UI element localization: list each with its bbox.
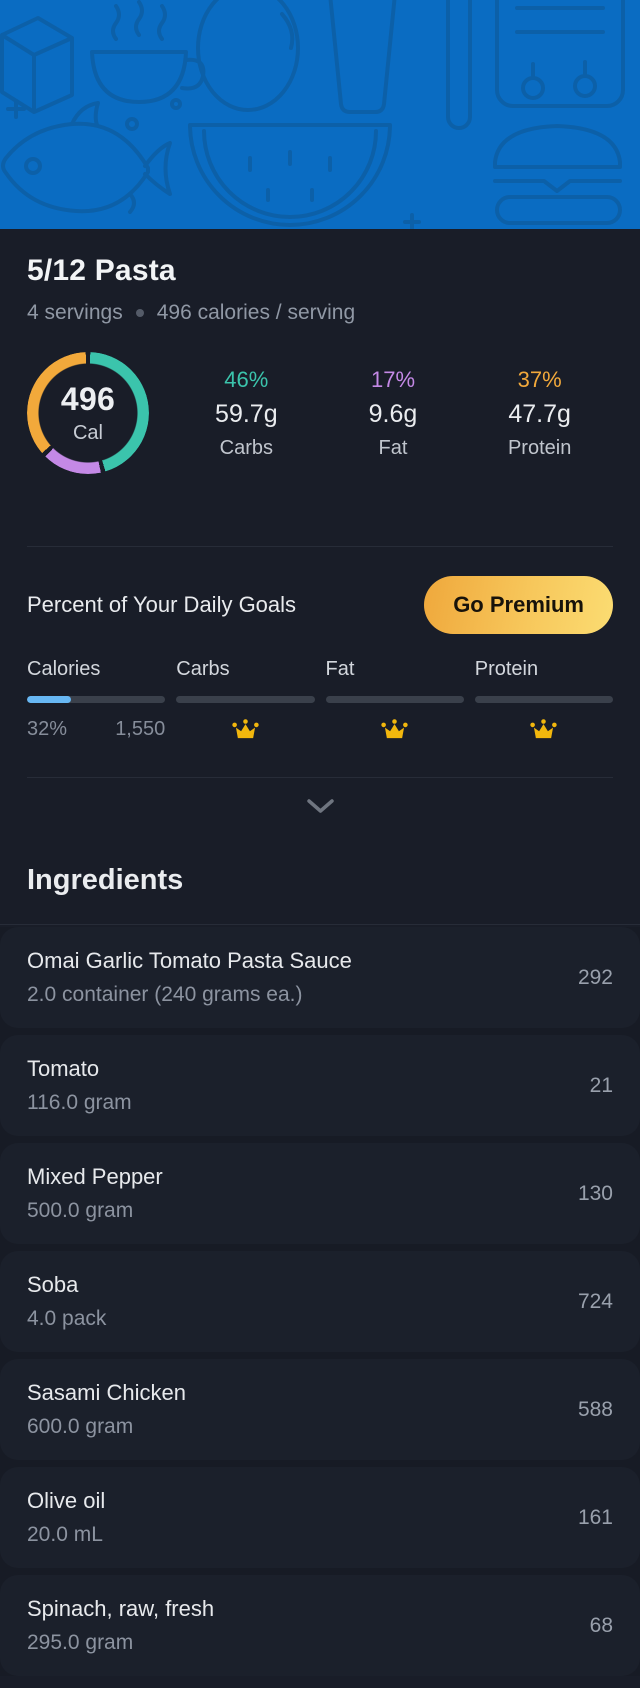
goal-progress-bar (474, 696, 613, 703)
ingredient-name: Tomato (27, 1056, 100, 1081)
goal-label: Calories (27, 658, 101, 680)
crown-icon (381, 718, 408, 738)
macro-label: Carbs (219, 436, 273, 459)
dot-separator (135, 309, 144, 317)
macro-column: 46% 59.7g Carbs (173, 367, 320, 460)
macro-percent: 37% (517, 366, 562, 392)
daily-goals-title: Percent of Your Daily Goals (27, 592, 297, 617)
ingredient-row[interactable]: Omai Garlic Tomato Pasta Sauce 2.0 conta… (0, 927, 640, 1028)
ingredient-amount: 4.0 pack (27, 1307, 107, 1330)
goal-label: Carbs (176, 658, 230, 680)
ingredients-list: Omai Garlic Tomato Pasta Sauce 2.0 conta… (0, 927, 640, 1676)
section-divider (27, 777, 613, 778)
ingredient-text: Tomato 116.0 gram (27, 1056, 132, 1115)
crown-icon (232, 718, 259, 738)
ingredient-name: Mixed Pepper (27, 1164, 163, 1189)
ingredient-name: Olive oil (27, 1488, 106, 1513)
ingredient-amount: 500.0 gram (27, 1199, 134, 1222)
goal-progress-fill (27, 696, 72, 703)
ingredient-name: Sasami Chicken (27, 1380, 186, 1405)
ingredient-row[interactable]: Tomato 116.0 gram 21 (0, 1035, 640, 1136)
goal-label: Fat (325, 658, 355, 680)
ingredient-calories: 68 (589, 1613, 613, 1637)
macro-column: 17% 9.6g Fat (320, 367, 467, 460)
ingredient-text: Sasami Chicken 600.0 gram (27, 1380, 186, 1439)
macro-columns: 46% 59.7g Carbs 17% 9.6g Fat 37% 47.7g P… (173, 367, 613, 460)
ingredient-calories: 292 (577, 965, 613, 989)
goal-percent: 32% (27, 717, 68, 740)
calorie-donut-chart: 496 Cal (27, 352, 149, 474)
ingredient-row[interactable]: Spinach, raw, fresh 295.0 gram 68 (0, 1575, 640, 1676)
goal-column: Carbs (176, 658, 315, 742)
ingredient-name: Soba (27, 1272, 79, 1297)
go-premium-button[interactable]: Go Premium (424, 576, 613, 634)
ingredient-amount: 20.0 mL (27, 1523, 103, 1546)
macro-column: 37% 47.7g Protein (466, 367, 613, 460)
ingredient-amount: 295.0 gram (27, 1631, 134, 1654)
recipe-subtitle: 4 servings 496 calories / serving (27, 301, 613, 325)
ingredient-row[interactable]: Mixed Pepper 500.0 gram 130 (0, 1143, 640, 1244)
recipe-title: 5/12 Pasta (27, 254, 176, 287)
ingredient-text: Mixed Pepper 500.0 gram (27, 1164, 163, 1223)
donut-center: 496 Cal (27, 352, 149, 474)
goal-column: Fat (325, 658, 464, 742)
section-divider (27, 546, 613, 547)
goal-column: Calories 32% 1,550 (27, 658, 166, 742)
goal-locked (475, 716, 613, 742)
calories-unit-label: Cal (72, 422, 103, 444)
ingredient-text: Soba 4.0 pack (27, 1272, 106, 1331)
crown-icon (530, 718, 558, 738)
ingredient-name: Spinach, raw, fresh (27, 1596, 215, 1621)
total-calories: 496 (60, 381, 116, 417)
chevron-down-icon (306, 799, 334, 813)
macro-grams: 9.6g (368, 399, 418, 428)
ingredient-calories: 161 (577, 1505, 613, 1529)
goal-progress-bar (176, 696, 315, 703)
section-divider (0, 924, 640, 925)
ingredient-row[interactable]: Soba 4.0 pack 724 (0, 1251, 640, 1352)
macro-label: Fat (378, 436, 408, 459)
goal-target: 1,550 (115, 717, 166, 740)
macro-label: Protein (507, 436, 572, 459)
daily-goals-header: Percent of Your Daily Goals Go Premium (27, 547, 613, 634)
ingredient-text: Olive oil 20.0 mL (27, 1488, 105, 1547)
goal-column: Protein (474, 658, 613, 742)
goal-values: 32% 1,550 (27, 716, 165, 742)
ingredients-title: Ingredients (27, 864, 184, 896)
ingredient-text: Omai Garlic Tomato Pasta Sauce 2.0 conta… (27, 948, 352, 1007)
goal-progress-bar (325, 696, 464, 703)
goal-locked (326, 716, 464, 742)
ingredient-text: Spinach, raw, fresh 295.0 gram (27, 1596, 214, 1655)
recipe-header-image (0, 0, 640, 229)
calories-per-serving: 496 calories / serving (156, 301, 356, 324)
ingredient-calories: 21 (589, 1073, 613, 1097)
ingredient-name: Omai Garlic Tomato Pasta Sauce (27, 948, 352, 973)
goal-locked (176, 716, 314, 742)
ingredient-row[interactable]: Olive oil 20.0 mL 161 (0, 1467, 640, 1568)
expand-details-button[interactable] (297, 795, 344, 820)
ingredient-row[interactable]: Sasami Chicken 600.0 gram 588 (0, 1359, 640, 1460)
macro-percent: 17% (370, 366, 416, 392)
food-pattern-illustration (0, 0, 625, 229)
macro-grams: 47.7g (508, 399, 571, 428)
ingredient-calories: 588 (577, 1397, 613, 1421)
ingredient-amount: 600.0 gram (27, 1415, 134, 1438)
ingredient-amount: 116.0 gram (27, 1091, 132, 1114)
ingredient-calories: 724 (577, 1289, 613, 1313)
macro-grams: 59.7g (215, 399, 278, 428)
goal-label: Protein (474, 658, 539, 680)
ingredient-calories: 130 (577, 1181, 613, 1205)
goal-progress-bar (27, 696, 166, 703)
donut-ring (27, 352, 149, 474)
daily-goals-grid: Calories 32% 1,550 Carbs (27, 658, 613, 742)
ingredient-amount: 2.0 container (240 grams ea.) (27, 983, 303, 1006)
nutrition-summary: 496 Cal 46% 59.7g Carbs 17% 9.6g Fat 37 (27, 352, 613, 474)
servings-count: 4 servings (27, 301, 123, 324)
macro-percent: 46% (224, 366, 269, 392)
